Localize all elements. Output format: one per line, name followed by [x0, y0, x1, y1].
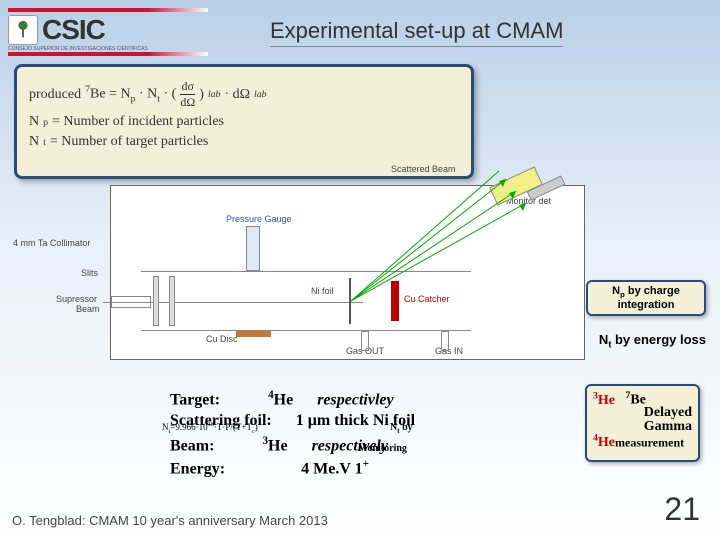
formula-nt: N: [29, 134, 39, 150]
diagram-beam-line: [103, 302, 363, 303]
diagram-cu-disc: [236, 331, 271, 337]
scatter-val-pre: 1: [296, 412, 308, 429]
np-prefix: N: [612, 285, 620, 297]
formula-be: Be = N: [90, 87, 131, 102]
formula-np: N: [29, 114, 39, 130]
energy-plus: +: [363, 458, 369, 470]
nts-end: ): [255, 422, 258, 432]
beam-he3: He: [268, 437, 288, 454]
diagram-slit-1: [153, 276, 159, 326]
logo-text: CSIC: [42, 14, 105, 46]
diagram-label-pressure: Pressure Gauge: [226, 214, 292, 224]
diagram-label-cudisc: Cu Disc: [206, 334, 238, 344]
energy-label: Energy:: [170, 460, 225, 477]
formula-nt-sub: t: [43, 137, 46, 148]
formula-nt-text: = Number of target particles: [50, 134, 208, 150]
formula-paren-close: ): [199, 87, 204, 103]
nt-box: Nt by energy loss: [599, 332, 706, 350]
logo: CSIC CONSEJO SUPERIOR DE INVESTIGACIONES…: [8, 8, 208, 66]
diagram-label-collimator: 4 mm Ta Collimator: [13, 238, 90, 248]
formula-lab2: lab: [254, 89, 267, 100]
diagram-label-slits: Slits: [81, 268, 98, 278]
rb-line4: 4Hemeasurement: [593, 433, 692, 452]
energy-val: 4 Me.V 1: [301, 460, 362, 477]
formula-line-1: produced 7Be = Np · Nt · ( dσ dΩ ) lab ·…: [29, 79, 459, 110]
monitoring-small: Monitoring: [358, 442, 407, 455]
formula-mid2: · (: [160, 87, 176, 102]
rb-he4: He: [598, 435, 615, 450]
diagram-gauge: [246, 226, 260, 271]
diagram-slit-2: [169, 276, 175, 326]
formula-mid: · N: [135, 87, 157, 102]
formula-lab: lab: [208, 89, 221, 100]
bottom-beam-line: Beam: 3He respectively Monitoring: [170, 434, 550, 457]
target-resp: respectivley: [317, 391, 393, 408]
diagram-label-beam: Beam: [76, 304, 100, 314]
np-box: Np by charge integration: [586, 280, 706, 316]
np-rest: by charge integration: [618, 285, 680, 311]
footer: O. Tengblad: CMAM 10 year's anniversary …: [12, 513, 328, 528]
diagram-label-gasin: Gas IN: [435, 346, 463, 356]
scatter-mu: μ: [308, 412, 317, 429]
diagram-scattered-lines: [341, 161, 591, 336]
ntby-rest: by: [400, 422, 413, 433]
nts-rest: ·T·P/(T+T: [214, 422, 252, 432]
diagram: 4 mm Ta Collimator Slits Supressor Beam …: [110, 185, 585, 360]
bottom-text: Target: 4He respectivley Scattering foil…: [170, 388, 550, 480]
formula-np-text: = Number of incident particles: [52, 114, 224, 130]
diagram-label-supressor: Supressor: [56, 294, 97, 304]
beam-label: Beam:: [170, 437, 214, 454]
target-label: Target:: [170, 391, 220, 408]
right-box: 3He 7Be Delayed Gamma 4Hemeasurement: [585, 384, 700, 462]
formula-frac-bot: dΩ: [180, 94, 195, 110]
bottom-target-line: Target: 4He respectivley: [170, 388, 550, 411]
rb-meas: measurement: [615, 435, 684, 449]
rb-he3: He: [598, 393, 615, 408]
logo-main: CSIC: [8, 12, 208, 48]
logo-bottom-bar: [8, 52, 208, 56]
nt-prefix: N: [599, 332, 608, 347]
formula-produced: produced: [29, 87, 81, 103]
formula-frac-top: dσ: [182, 79, 194, 94]
page-number: 21: [664, 491, 700, 528]
formula-np-sub: p: [43, 117, 48, 128]
page-title: Experimental set-up at CMAM: [270, 18, 563, 47]
bottom-energy-line: Energy: 4 Me.V 1+: [170, 457, 550, 480]
formula-line-3: Nt = Number of target particles: [29, 134, 459, 150]
target-he4: He: [274, 391, 294, 408]
bottom-scatter-line: Scattering foil: 1 μm thick Ni foil Nt=9…: [170, 411, 550, 432]
logo-tree-icon: [8, 15, 38, 45]
nts-eq: =9.966·10: [170, 422, 207, 432]
formula-line-2: Np = Number of incident particles: [29, 114, 459, 130]
formula-dot: · dΩ: [224, 87, 250, 103]
nt-rest: by energy loss: [611, 332, 706, 347]
